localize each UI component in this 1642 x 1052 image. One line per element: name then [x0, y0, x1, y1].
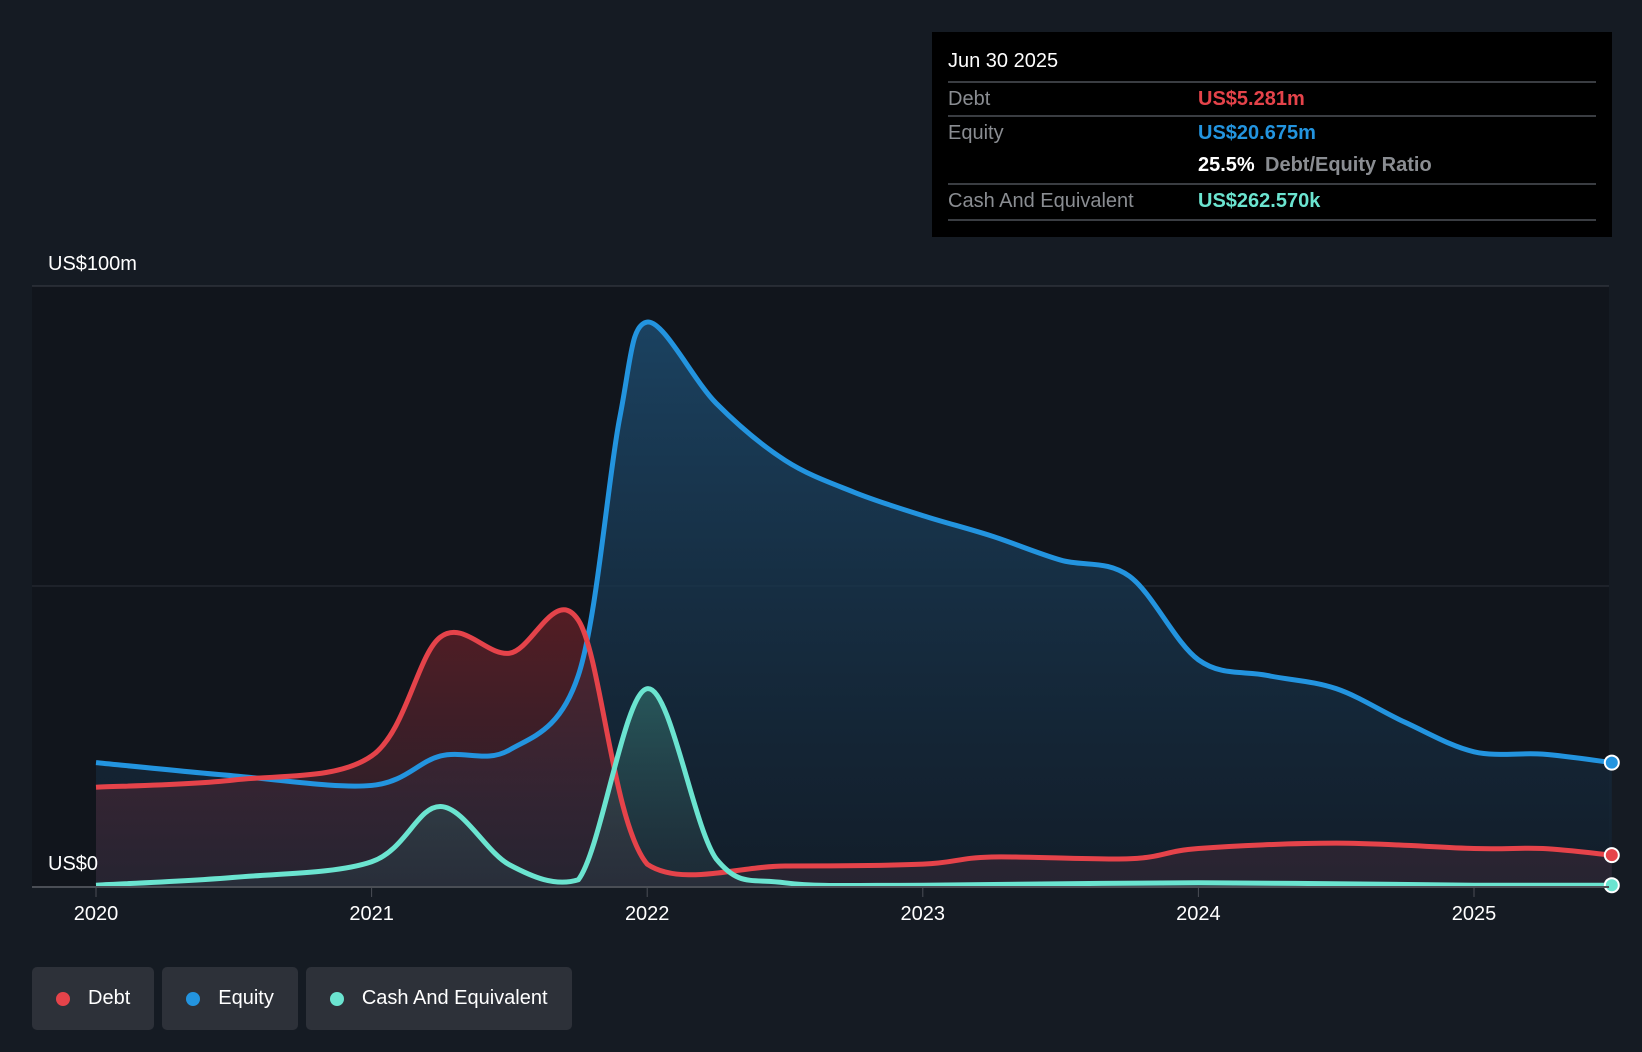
equity-value: US$20.675m — [1198, 122, 1316, 144]
x-tick-label-2021: 2021 — [349, 903, 394, 925]
ratio-label: Debt/Equity Ratio — [1265, 154, 1432, 176]
legend-equity[interactable]: Equity — [162, 967, 298, 1030]
equity-label: Equity — [948, 122, 1004, 144]
ratio-value: 25.5% — [1198, 154, 1255, 176]
cash-and-equivalent-area — [96, 688, 1612, 887]
cash-label: Cash And Equivalent — [948, 190, 1134, 212]
debt-dot-icon — [56, 991, 70, 1006]
cash-and-equivalent-line — [95, 686, 1612, 889]
debt-value: US$5.281m — [1198, 88, 1305, 110]
y-label-bottom: US$0 — [48, 853, 98, 875]
tooltip-ratio-row: 25.5% Debt/Equity Ratio — [948, 149, 1596, 183]
legend: Debt Equity Cash And Equivalent — [32, 967, 572, 1030]
equity-line — [95, 319, 1613, 789]
x-tick-label-2022: 2022 — [625, 903, 670, 925]
tooltip-debt-row: Debt US$5.281m — [948, 81, 1596, 117]
equity-end-marker[interactable] — [1603, 754, 1620, 771]
legend-debt[interactable]: Debt — [32, 967, 155, 1030]
legend-cash-label: Cash And Equivalent — [361, 987, 548, 1009]
legend-equity-label: Equity — [218, 987, 274, 1009]
debt-label: Debt — [948, 88, 991, 110]
y-label-top: US$100m — [48, 253, 137, 275]
legend-debt-label: Debt — [88, 987, 131, 1009]
x-tick-label-2020: 2020 — [74, 903, 119, 925]
equity-dot-icon — [186, 991, 201, 1006]
equity-area — [96, 321, 1612, 888]
debt-area — [96, 609, 1612, 887]
cash-and-equivalent-end-marker[interactable] — [1603, 877, 1620, 894]
x-tick-label-2025: 2025 — [1452, 903, 1497, 925]
cash-dot-icon — [329, 991, 344, 1006]
cash-value: US$262.570k — [1198, 190, 1321, 212]
debt-end-marker[interactable] — [1603, 847, 1620, 864]
tooltip: Jun 30 2025 Debt US$5.281m Equity US$20.… — [932, 32, 1612, 237]
tooltip-date: Jun 30 2025 — [948, 50, 1059, 72]
x-tick-label-2024: 2024 — [1176, 903, 1221, 925]
tooltip-equity-row: Equity US$20.675m — [948, 115, 1596, 151]
tooltip-cash-row: Cash And Equivalent US$262.570k — [948, 183, 1596, 219]
x-tick-label-2023: 2023 — [901, 903, 946, 925]
legend-cash[interactable]: Cash And Equivalent — [305, 967, 572, 1030]
debt-line — [95, 607, 1613, 878]
tooltip-divider — [948, 219, 1596, 221]
